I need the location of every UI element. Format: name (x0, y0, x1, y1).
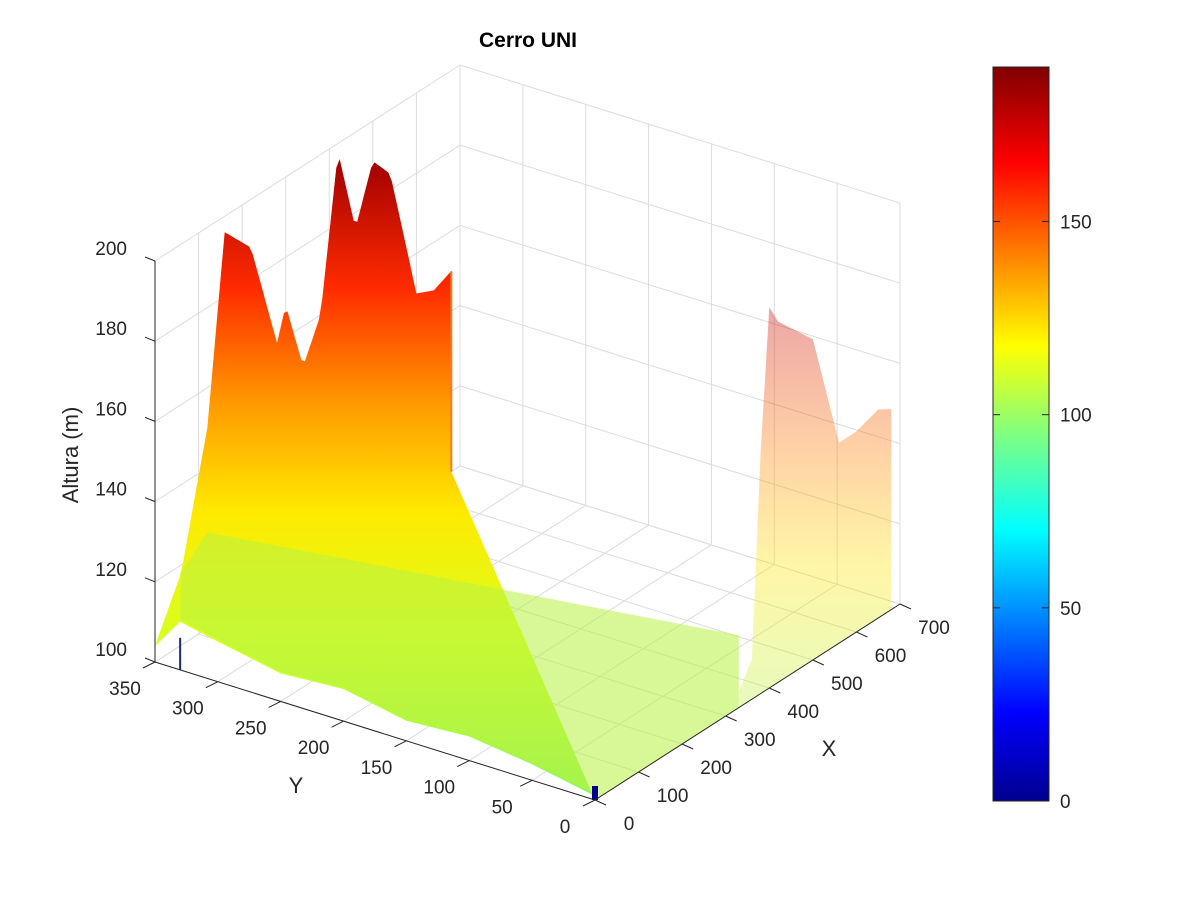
z-tick (144, 657, 156, 663)
x-tick (899, 603, 912, 610)
chart-title: Cerro UNI (479, 29, 577, 52)
y-tick (331, 720, 344, 728)
y-tick (268, 700, 281, 708)
surface-plot (155, 159, 892, 801)
axes-frame: 0 100 200 300 400 500 600 700 0 50 100 150 200 250 300… (95, 239, 950, 838)
x-tick (681, 743, 694, 750)
z-tick-label: 160 (95, 399, 127, 420)
x-axis-line (594, 603, 901, 801)
y-tick (457, 760, 470, 768)
cliff-face (738, 307, 892, 708)
y-tick (519, 779, 533, 787)
x-tick (769, 687, 781, 694)
x-tick (856, 631, 868, 638)
y-tick-label: 150 (361, 758, 393, 779)
x-tick-label: 300 (744, 730, 776, 751)
y-tick-label: 350 (109, 679, 141, 700)
y-tick-label: 300 (172, 699, 204, 720)
y-axis-label: Y (289, 773, 304, 798)
x-tick-label: 400 (787, 702, 819, 723)
y-tick-label: 0 (560, 817, 571, 838)
y-tick (394, 740, 407, 748)
y-tick (142, 661, 156, 669)
y-tick-label: 100 (423, 778, 455, 799)
x-tick-label: 0 (624, 814, 635, 835)
x-tick-label: 500 (831, 674, 863, 695)
y-axis-line (154, 661, 596, 801)
z-tick-label: 140 (95, 480, 127, 501)
grid-line (154, 64, 901, 262)
edge-spike (592, 786, 598, 800)
colorbar-tick-label: 0 (1060, 792, 1071, 813)
colorbar: 0 50 100 150 (992, 66, 1092, 813)
z-tick-label: 120 (95, 560, 127, 581)
z-tick (144, 577, 156, 583)
colorbar-gradient (992, 66, 1050, 802)
y-tick (582, 799, 596, 807)
colorbar-tick-label: 100 (1060, 406, 1092, 427)
y-tick-label: 50 (492, 797, 513, 818)
z-tick-label: 200 (95, 239, 127, 260)
z-axis-label: Altura (m) (58, 407, 83, 504)
z-tick (144, 497, 156, 503)
x-tick-label: 600 (875, 646, 907, 667)
z-tick (144, 416, 156, 422)
lowland-patch (180, 532, 739, 800)
x-tick (812, 659, 825, 666)
y-tick-label: 250 (235, 718, 267, 739)
y-tick-label: 200 (298, 738, 330, 759)
x-tick-label: 100 (657, 786, 689, 807)
x-axis-label: X (822, 736, 837, 761)
colorbar-tick-label: 150 (1060, 213, 1092, 234)
z-tick-label: 100 (95, 640, 127, 661)
z-tick (144, 336, 156, 342)
x-tick (725, 715, 737, 722)
x-tick (594, 799, 607, 806)
colorbar-tick-label: 50 (1060, 599, 1081, 620)
z-tick (144, 256, 156, 262)
x-tick-label: 200 (700, 758, 732, 779)
y-tick (205, 681, 219, 689)
z-tick-label: 180 (95, 319, 127, 340)
x-tick (638, 771, 650, 778)
x-tick-label: 700 (918, 618, 950, 639)
